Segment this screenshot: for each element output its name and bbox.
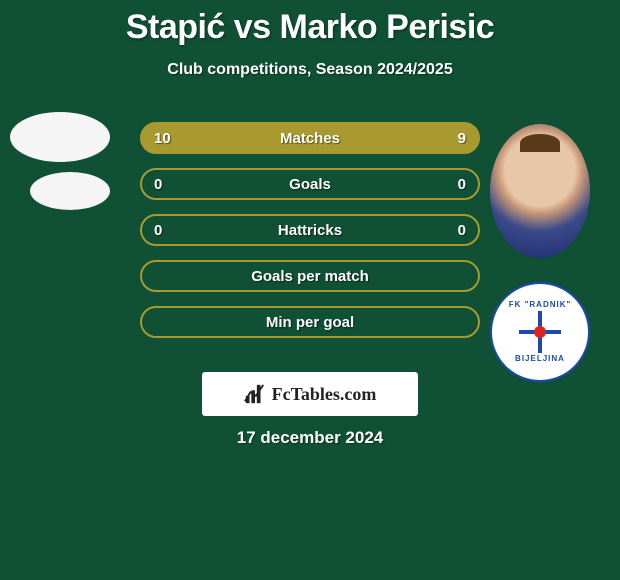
stat-right-value: 0 xyxy=(458,222,466,239)
stat-row-hattricks: 0 Hattricks 0 xyxy=(140,214,480,246)
stat-right-value: 9 xyxy=(458,130,466,147)
stat-right-value: 0 xyxy=(458,176,466,193)
stat-left-value: 10 xyxy=(154,130,171,147)
crest-emblem-icon xyxy=(519,311,561,353)
bar-chart-icon xyxy=(244,383,266,405)
comparison-card: Stapić vs Marko Perisic Club competition… xyxy=(0,0,620,580)
stat-row-goals: 0 Goals 0 xyxy=(140,168,480,200)
snapshot-date: 17 december 2024 xyxy=(0,428,620,448)
stat-label: Matches xyxy=(280,130,340,147)
stat-label: Goals xyxy=(289,176,331,193)
stat-row-goals-per-match: Goals per match xyxy=(140,260,480,292)
stat-row-matches: 10 Matches 9 xyxy=(140,122,480,154)
stat-row-min-per-goal: Min per goal xyxy=(140,306,480,338)
crest-bottom-text: BIJELJINA xyxy=(509,355,572,363)
stat-left-value: 0 xyxy=(154,176,162,193)
comparison-title: Stapić vs Marko Perisic xyxy=(0,0,620,47)
crest-content: FK "RADNIK" BIJELJINA xyxy=(509,301,572,363)
player-left-avatar xyxy=(10,112,110,162)
stat-left-value: 0 xyxy=(154,222,162,239)
stat-label: Goals per match xyxy=(251,268,369,285)
stat-label: Hattricks xyxy=(278,222,342,239)
player-left-crest xyxy=(30,172,110,210)
crest-top-text: FK "RADNIK" xyxy=(509,301,572,309)
stat-label: Min per goal xyxy=(266,314,354,331)
branding-badge: FcTables.com xyxy=(202,372,418,416)
player-right-crest: FK "RADNIK" BIJELJINA xyxy=(490,282,590,382)
player-right-avatar xyxy=(490,124,590,258)
comparison-subtitle: Club competitions, Season 2024/2025 xyxy=(0,61,620,79)
stats-block: 10 Matches 9 0 Goals 0 0 Hattricks 0 Goa… xyxy=(140,122,480,352)
branding-text: FcTables.com xyxy=(272,384,377,405)
